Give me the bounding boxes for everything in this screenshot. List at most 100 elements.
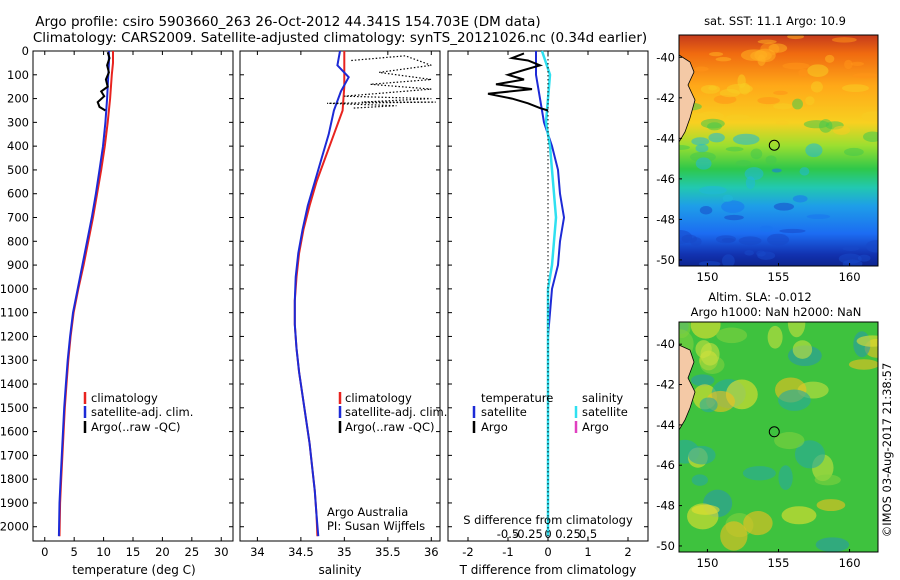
difference-xlabel: T difference from climatology	[459, 563, 637, 577]
xtick-label: 1	[584, 545, 591, 559]
sst-texture-blob	[773, 103, 793, 110]
map-ytick-label: -44	[656, 418, 675, 432]
series-argo	[326, 55, 436, 109]
sst-texture-blob	[831, 37, 857, 43]
sla-texture-blob	[699, 397, 718, 413]
ytick-label: 500	[7, 163, 29, 177]
temperature-xlabel: temperature (deg C)	[72, 563, 195, 577]
sst-texture-blob	[798, 69, 809, 78]
sst-texture-blob	[754, 48, 776, 63]
sst-texture-blob	[690, 237, 702, 246]
sst-texture-blob	[708, 132, 725, 143]
sla-texture-blob	[691, 374, 715, 387]
xtick-label: 0	[41, 545, 48, 559]
legend-label-s-satellite: satellite	[582, 405, 628, 419]
sst-texture-blob	[765, 155, 777, 165]
sst-texture-blob	[756, 250, 766, 257]
temperature-lines	[57, 51, 114, 537]
sst-texture-blob	[679, 145, 690, 151]
sst-texture-blob	[721, 200, 745, 213]
sst-texture-blob	[725, 146, 744, 152]
legend-label-argo: Argo(..raw -QC)	[91, 420, 181, 434]
salinity-axes-frame	[239, 50, 441, 542]
credit-text: Argo Australia	[327, 505, 408, 519]
stick-label: -0.5	[497, 527, 519, 541]
series-s-satellite	[540, 50, 558, 537]
stick-label: -0.25	[513, 527, 543, 541]
map-xtick-label: 150	[696, 556, 718, 570]
xtick-label: -1	[502, 545, 513, 559]
sst-texture-blob	[750, 148, 763, 160]
sst-map-yticks: -40 -42 -44 -46 -48 -50	[656, 50, 682, 267]
sst-texture-blob	[776, 120, 789, 125]
sst-texture-blob	[708, 85, 717, 91]
sla-argo-marker	[768, 426, 780, 438]
sla-map-texture	[679, 322, 878, 552]
sst-texture-blob	[810, 81, 823, 93]
legend-label-satellite: satellite-adj. clim.	[91, 405, 193, 419]
sst-texture-blob	[700, 118, 725, 129]
difference-lines	[487, 50, 566, 537]
xtick-label: -2	[462, 545, 473, 559]
sst-texture-blob	[861, 111, 878, 122]
xtick-label: 10	[96, 545, 111, 559]
map-ytick-label: -46	[656, 458, 675, 472]
sla-texture-blob	[815, 537, 850, 552]
sst-texture-blob	[807, 64, 829, 78]
sla-texture-blob	[691, 474, 708, 486]
ytick-label: 800	[7, 234, 29, 248]
sst-texture-blob	[715, 57, 732, 62]
sst-texture-blob	[713, 94, 737, 104]
ytick-label: 600	[7, 187, 29, 201]
sla-texture-blob	[691, 504, 720, 515]
sst-texture-blob	[863, 131, 878, 142]
map-ytick-label: -40	[656, 337, 675, 351]
sst-texture-blob	[857, 254, 871, 262]
ytick-label: 1300	[0, 353, 29, 367]
sst-texture-blob	[695, 144, 709, 153]
legend-label-climatology: climatology	[91, 391, 158, 405]
salinity-lines	[293, 50, 436, 537]
sst-texture-blob	[771, 168, 782, 173]
salinity-yticks	[240, 50, 440, 528]
xtick-label: 34.5	[288, 545, 314, 559]
ytick-label: 200	[7, 92, 29, 106]
temperature-xticks: 0 5 10 15 20 25 30	[41, 51, 229, 559]
sst-texture-blob	[721, 237, 735, 243]
sst-texture-blob	[768, 43, 788, 53]
sst-texture-blob	[824, 54, 835, 63]
title-line-2: Climatology: CARS2009. Satellite-adjuste…	[33, 30, 647, 46]
sla-texture-blob	[792, 340, 813, 359]
ytick-label: 1900	[0, 496, 29, 510]
map-ytick-label: -46	[656, 172, 675, 186]
sla-texture-blob	[856, 335, 878, 347]
sst-texture-blob	[719, 88, 740, 98]
sst-texture-blob	[694, 66, 709, 72]
sst-texture-blob	[699, 185, 727, 195]
ytick-label: 0	[22, 44, 29, 58]
pi-text: PI: Susan Wijffels	[327, 519, 425, 533]
ytick-label: 1200	[0, 329, 29, 343]
sla-map-land	[679, 344, 696, 431]
legend-label-climatology: climatology	[345, 391, 412, 405]
sst-texture-blob	[806, 214, 831, 220]
difference-top-label: S difference from climatology	[463, 513, 633, 527]
ytick-label: 100	[7, 68, 29, 82]
sst-texture-blob	[782, 62, 810, 70]
map-ytick-label: -40	[656, 50, 675, 64]
sla-texture-blob	[816, 499, 846, 512]
sst-texture-blob	[699, 206, 713, 215]
sst-texture-blob	[695, 157, 712, 170]
sla-texture-blob	[742, 466, 776, 481]
sst-texture-blob	[865, 240, 878, 253]
sst-texture-blob	[757, 39, 777, 44]
ytick-label: 400	[7, 139, 29, 153]
xtick-label: 35.5	[375, 545, 401, 559]
sst-texture-blob	[757, 96, 780, 105]
ytick-label: 900	[7, 258, 29, 272]
xtick-label: 0	[544, 545, 551, 559]
series-climatology	[293, 51, 346, 537]
sst-texture-blob	[842, 259, 863, 266]
sst-texture-blob	[773, 202, 795, 211]
difference-yticks	[448, 50, 648, 528]
